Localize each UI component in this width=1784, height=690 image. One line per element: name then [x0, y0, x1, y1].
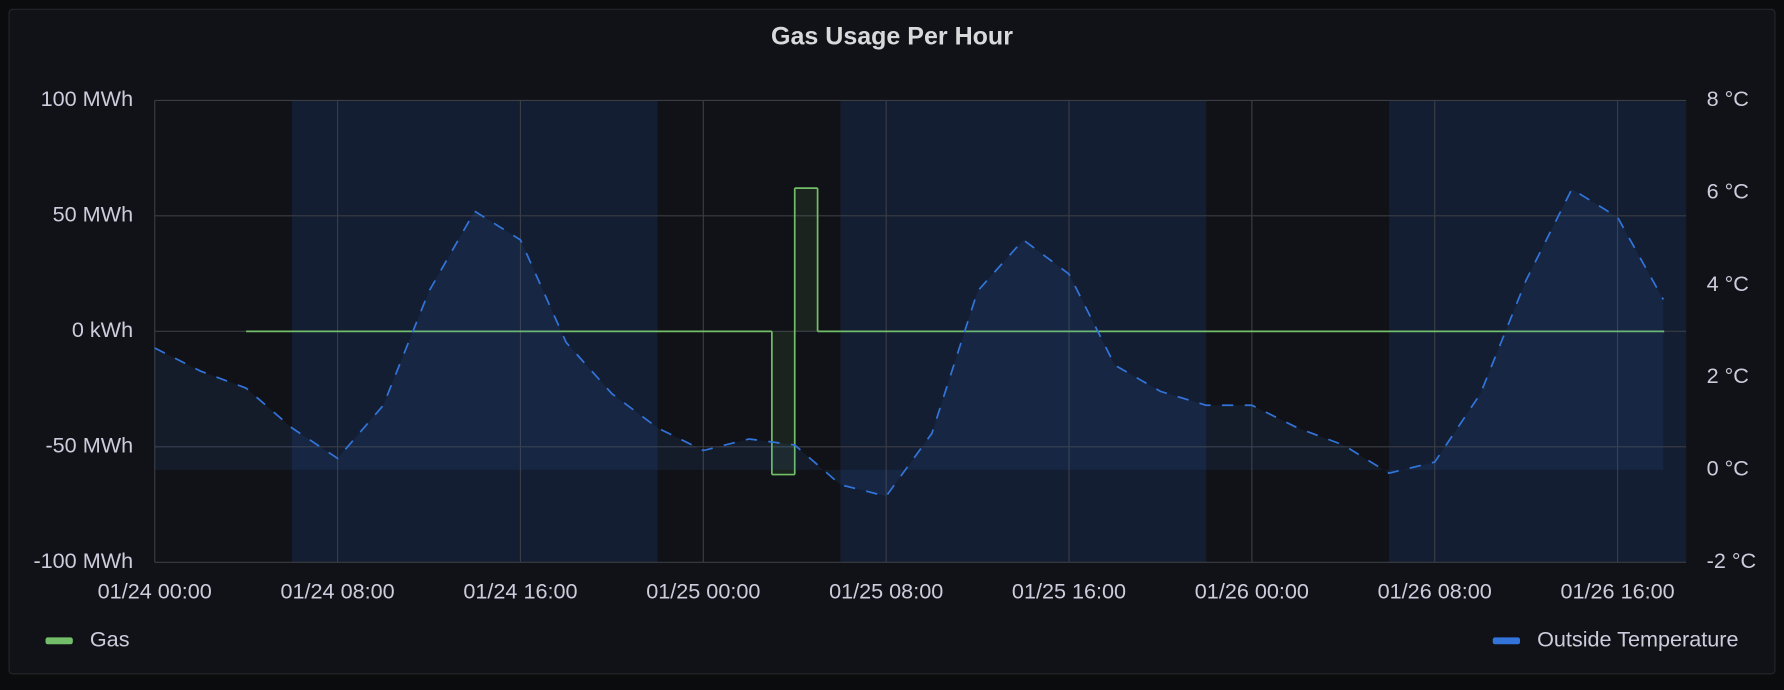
legend-swatch[interactable]	[1492, 637, 1521, 645]
legend-label[interactable]: Outside Temperature	[1537, 627, 1738, 652]
series-line	[154, 187, 1665, 498]
x-tick-label: 01/25 16:00	[1012, 579, 1126, 604]
x-tick-label: 01/26 08:00	[1378, 579, 1492, 604]
x-tick-label: 01/24 16:00	[463, 579, 577, 604]
panel	[8, 8, 1776, 675]
y2-tick-label: 4 °C	[1707, 271, 1749, 296]
y2-tick-label: 0 °C	[1707, 456, 1749, 481]
x-tick-label: 01/25 08:00	[829, 579, 943, 604]
y2-tick-label: -2 °C	[1707, 548, 1756, 573]
step-fill	[771, 331, 795, 475]
area-fill	[154, 189, 1664, 497]
y2-tick-label: 6 °C	[1707, 178, 1749, 203]
y2-tick-label: 2 °C	[1707, 363, 1749, 388]
y-tick-label: 50 MWh	[53, 202, 133, 227]
step-end	[1662, 330, 1665, 333]
y-tick-label: -50 MWh	[45, 433, 133, 458]
step-fill	[794, 188, 818, 332]
x-tick-label: 01/25 00:00	[646, 579, 760, 604]
x-tick-label: 01/24 00:00	[98, 579, 212, 604]
x-tick-label: 01/26 16:00	[1561, 579, 1675, 604]
chart-title: Gas Usage Per Hour	[771, 22, 1013, 50]
y-tick-label: -100 MWh	[33, 548, 133, 573]
y2-tick-label: 8 °C	[1707, 86, 1749, 111]
legend-swatch[interactable]	[45, 637, 73, 645]
y-tick-label: 100 MWh	[41, 86, 133, 111]
x-tick-label: 01/26 00:00	[1195, 579, 1309, 604]
x-tick-label: 01/24 08:00	[281, 579, 395, 604]
legend-label[interactable]: Gas	[90, 627, 130, 652]
y-tick-label: 0 kWh	[72, 317, 133, 342]
